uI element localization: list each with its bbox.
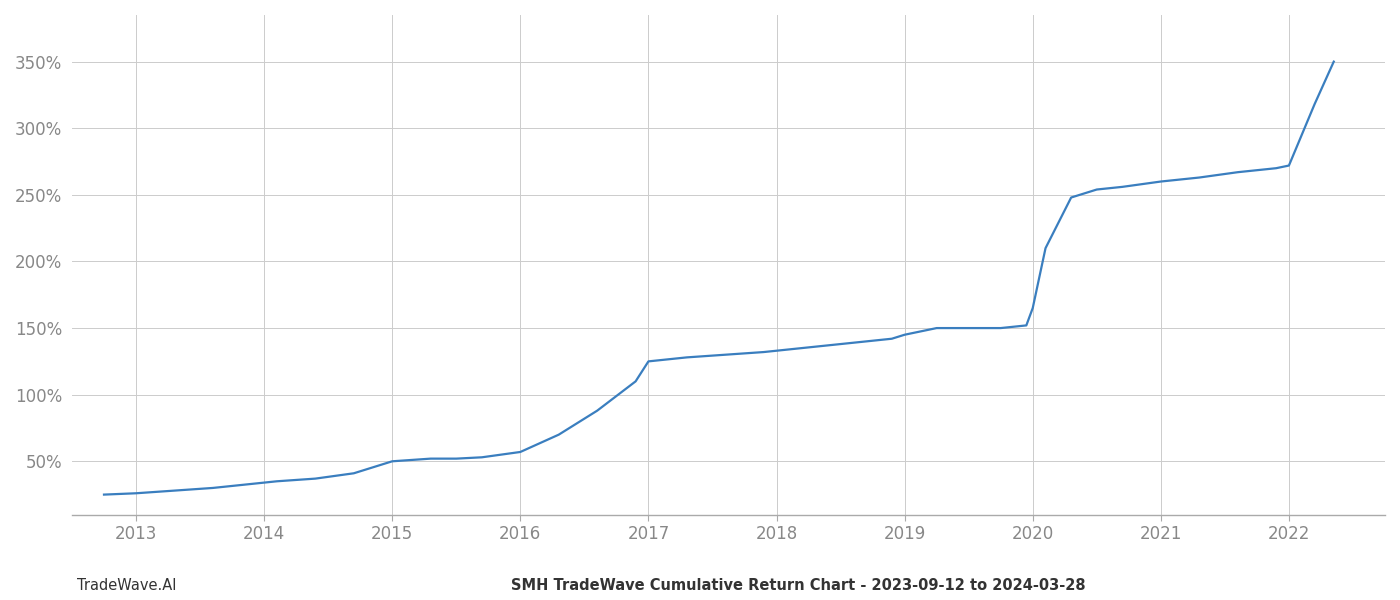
Text: TradeWave.AI: TradeWave.AI: [77, 578, 176, 593]
Text: SMH TradeWave Cumulative Return Chart - 2023-09-12 to 2024-03-28: SMH TradeWave Cumulative Return Chart - …: [511, 578, 1085, 593]
